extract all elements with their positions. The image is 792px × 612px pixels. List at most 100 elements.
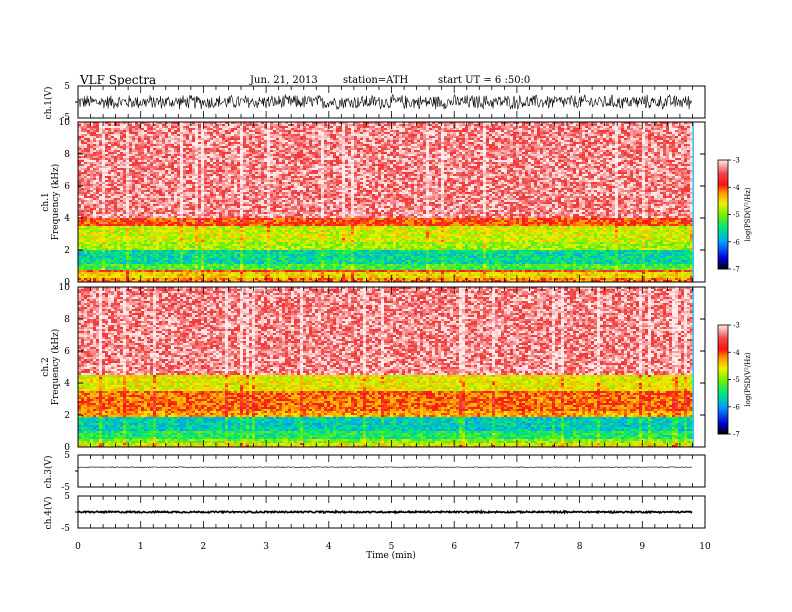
s1-pixel	[159, 140, 162, 142]
s1-pixel	[219, 266, 222, 268]
s1-pixel	[168, 134, 171, 136]
s1-pixel	[204, 246, 207, 248]
s1-pixel	[138, 184, 141, 186]
s1-pixel	[219, 192, 222, 194]
s1-pixel	[102, 144, 105, 146]
s1-pixel	[189, 200, 192, 202]
s1-pixel	[246, 258, 249, 260]
s1-pixel	[228, 128, 231, 130]
s1-pixel	[258, 272, 261, 274]
s1-pixel	[207, 270, 210, 272]
s1-pixel	[120, 126, 123, 128]
s1-pixel	[171, 188, 174, 190]
s1-pixel	[234, 132, 237, 134]
s1-pixel	[174, 162, 177, 164]
s1-pixel	[243, 158, 246, 160]
s1-pixel	[174, 128, 177, 130]
s1-pixel	[240, 190, 243, 192]
s1-pixel	[102, 128, 105, 130]
s1-pixel	[189, 148, 192, 150]
s1-pixel	[156, 206, 159, 208]
s1-pixel	[81, 194, 84, 196]
s1-pixel	[150, 248, 153, 250]
s1-pixel	[243, 232, 246, 234]
s1-pixel	[186, 124, 189, 126]
s1-pixel	[249, 264, 252, 266]
s1-pixel	[159, 148, 162, 150]
s1-pixel	[225, 238, 228, 240]
s1-pixel	[87, 162, 90, 164]
s1-pixel	[222, 138, 225, 140]
s1-pixel	[174, 198, 177, 200]
s1-pixel	[180, 188, 183, 190]
s1-pixel	[255, 178, 258, 180]
s1-pixel	[87, 228, 90, 230]
s1-pixel	[237, 166, 240, 168]
s1-pixel	[147, 266, 150, 268]
s1-pixel	[87, 130, 90, 132]
s1-pixel	[240, 180, 243, 182]
s1-pixel	[261, 224, 264, 226]
s1-pixel	[204, 170, 207, 172]
s1-pixel	[261, 244, 264, 246]
s1-pixel	[204, 274, 207, 276]
s1-pixel	[222, 208, 225, 210]
s1-pixel	[195, 138, 198, 140]
s1-pixel	[228, 130, 231, 132]
s1-pixel	[204, 270, 207, 272]
s1-pixel	[237, 200, 240, 202]
s1-pixel	[147, 248, 150, 250]
s1-pixel	[123, 164, 126, 166]
s1-pixel	[189, 188, 192, 190]
s1-pixel	[231, 204, 234, 206]
s1-pixel	[135, 224, 138, 226]
s1-pixel	[96, 196, 99, 198]
s1-pixel	[165, 218, 168, 220]
s1-pixel	[189, 136, 192, 138]
s1-pixel	[261, 212, 264, 214]
s1-pixel	[240, 182, 243, 184]
s1-pixel	[201, 142, 204, 144]
s1-pixel	[219, 158, 222, 160]
s1-pixel	[171, 212, 174, 214]
s1-pixel	[90, 188, 93, 190]
s1-pixel	[141, 236, 144, 238]
s1-pixel	[150, 144, 153, 146]
s1-pixel	[90, 176, 93, 178]
s1-pixel	[102, 160, 105, 162]
s1-pixel	[246, 174, 249, 176]
s1-pixel	[162, 138, 165, 140]
s1-pixel	[195, 178, 198, 180]
s1-pixel	[261, 218, 264, 220]
s1-pixel	[219, 232, 222, 234]
s1-pixel	[240, 196, 243, 198]
s1-pixel	[261, 248, 264, 250]
s1-pixel	[147, 132, 150, 134]
s1-pixel	[219, 216, 222, 218]
s1-pixel	[219, 230, 222, 232]
s1-pixel	[198, 188, 201, 190]
s1-pixel	[177, 272, 180, 274]
s1-pixel	[99, 266, 102, 268]
s1-pixel	[168, 160, 171, 162]
s1-pixel	[81, 260, 84, 262]
s1-pixel	[246, 246, 249, 248]
s1-pixel	[90, 204, 93, 206]
s1-pixel	[87, 266, 90, 268]
s1-pixel	[87, 192, 90, 194]
s1-pixel	[204, 256, 207, 258]
s1-pixel	[111, 272, 114, 274]
s1-pixel	[207, 130, 210, 132]
s1-pixel	[108, 252, 111, 254]
s1-pixel	[156, 238, 159, 240]
s1-pixel	[102, 134, 105, 136]
s1-pixel	[159, 250, 162, 252]
s1-pixel	[138, 210, 141, 212]
s1-pixel	[261, 264, 264, 266]
s1-pixel	[153, 246, 156, 248]
s1-pixel	[222, 146, 225, 148]
s1-pixel	[93, 160, 96, 162]
s1-pixel	[102, 230, 105, 232]
s1-pixel	[96, 184, 99, 186]
s1-pixel	[183, 236, 186, 238]
